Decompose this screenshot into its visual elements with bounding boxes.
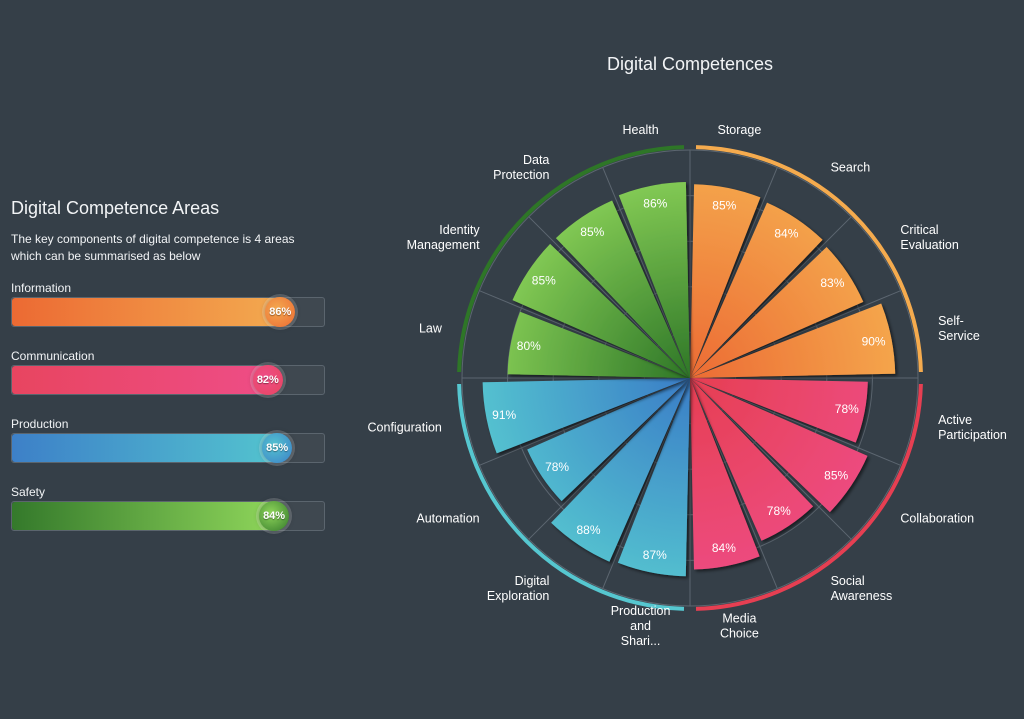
area-list: Information 86% Communication 82% Produc…: [11, 281, 331, 553]
group-ring-production: [457, 383, 685, 611]
grid-spoke: [689, 216, 852, 379]
category-label: Storage: [718, 123, 762, 137]
progress-fill: [12, 366, 268, 394]
bar-value-label: 83%: [820, 276, 844, 290]
progress-value: 82%: [256, 374, 279, 386]
progress-value: 85%: [266, 442, 289, 454]
category-label: Critical Evaluation: [900, 223, 958, 252]
bar-value-label: 91%: [492, 408, 516, 422]
bar-3[interactable]: [690, 303, 896, 379]
bar-7[interactable]: [690, 378, 760, 570]
bar-8[interactable]: [617, 378, 690, 577]
polar-bar-chart: Digital Competences Storage Search Critica…: [368, 54, 1007, 648]
progress-track: 82%: [11, 365, 325, 395]
grid-spoke: [689, 377, 852, 540]
bar-11[interactable]: [482, 378, 690, 454]
bar-value-label: 85%: [532, 273, 556, 287]
polar-grid: [461, 149, 919, 607]
category-label: Self-Service: [938, 314, 980, 343]
bar-value-label: 90%: [862, 335, 886, 349]
area-label: Production: [11, 417, 69, 431]
progress-value: 84%: [263, 510, 286, 522]
progress-fill: [12, 434, 278, 462]
bars: [482, 182, 896, 577]
bar-value-label: 84%: [774, 227, 798, 241]
category-label: Data Protection: [493, 153, 549, 182]
chart-title: Digital Competences: [607, 54, 773, 74]
bar-6[interactable]: [690, 378, 814, 541]
progress-knob[interactable]: [252, 365, 283, 395]
category-label: Social Awareness: [831, 574, 893, 603]
grid-spoke: [689, 167, 778, 379]
bar-value-label: 80%: [517, 339, 541, 353]
progress-value: 86%: [269, 306, 292, 318]
progress-track: 86%: [11, 297, 325, 327]
category-label: Production and Shari...: [611, 604, 671, 648]
grid-spoke: [479, 290, 691, 379]
grid-spoke: [602, 167, 691, 379]
area-label: Communication: [11, 349, 95, 363]
grid-spoke: [602, 377, 691, 589]
bar-value-label: 85%: [824, 469, 848, 483]
bar-15[interactable]: [618, 182, 690, 378]
category-label: Active Participation: [938, 413, 1007, 442]
area-label: Information: [11, 281, 72, 295]
category-label: Health: [623, 123, 659, 137]
group-ring-communication: [695, 383, 923, 611]
progress-knob[interactable]: [259, 501, 290, 531]
bar-value-label: 88%: [576, 523, 600, 537]
area-communication: Communication 82%: [11, 349, 331, 417]
progress-knob[interactable]: [262, 433, 293, 463]
bar-12[interactable]: [507, 311, 690, 378]
bar-1[interactable]: [690, 202, 823, 378]
bar-value-label: 85%: [580, 225, 604, 239]
grid-spoke: [528, 377, 691, 540]
area-production: Production 85%: [11, 417, 331, 485]
category-label: Collaboration: [900, 512, 974, 526]
grid-spoke: [689, 290, 901, 379]
grid-spoke: [528, 216, 691, 379]
bar-4[interactable]: [690, 378, 868, 443]
bar-value-label: 87%: [643, 548, 667, 562]
bar-2[interactable]: [690, 247, 864, 378]
bar-14[interactable]: [555, 200, 690, 379]
competence-areas-panel: Digital Competence Areas The key compone…: [11, 198, 331, 553]
panel-description: The key components of digital competence…: [11, 232, 295, 263]
category-label: Media Choice: [720, 612, 759, 641]
progress-fill: [12, 502, 275, 530]
group-rings: [457, 145, 923, 611]
grid-spoke: [689, 377, 901, 466]
progress-fill: [12, 298, 281, 326]
bar-10[interactable]: [527, 378, 690, 502]
bar-5[interactable]: [690, 378, 868, 513]
panel-title: Digital Competence Areas: [11, 198, 220, 218]
category-label: Configuration: [368, 420, 442, 434]
group-ring-information: [695, 145, 923, 373]
progress-track: 84%: [11, 501, 325, 531]
progress-track: 85%: [11, 433, 325, 463]
grid-spoke: [479, 377, 691, 466]
bar-value-label: 86%: [643, 196, 667, 210]
area-information: Information 86%: [11, 281, 331, 349]
value-labels: 85% 84% 83% 90% 78% 85% 78% 84% 87% 88% 78% 91% 80% 8…: [492, 196, 886, 562]
bar-13[interactable]: [512, 243, 691, 378]
bar-value-label: 84%: [712, 541, 736, 555]
category-label: Identity Management: [407, 223, 481, 252]
bar-value-label: 78%: [545, 460, 569, 474]
area-label: Safety: [11, 485, 46, 499]
bar-0[interactable]: [690, 184, 761, 378]
category-label: Automation: [416, 512, 479, 526]
category-label: Search: [831, 161, 871, 175]
bar-value-label: 85%: [712, 199, 736, 213]
bar-value-label: 78%: [767, 504, 791, 518]
category-label: Digital Exploration: [487, 574, 550, 603]
area-safety: Safety 84%: [11, 485, 331, 553]
category-label: Law: [419, 322, 443, 336]
group-ring-safety: [457, 145, 685, 373]
category-labels: Storage Search Critical Evaluation Self-Serv…: [368, 123, 1007, 648]
bar-9[interactable]: [551, 378, 690, 562]
grid-spoke: [689, 377, 778, 589]
bar-value-label: 78%: [835, 402, 859, 416]
progress-knob[interactable]: [265, 297, 296, 327]
